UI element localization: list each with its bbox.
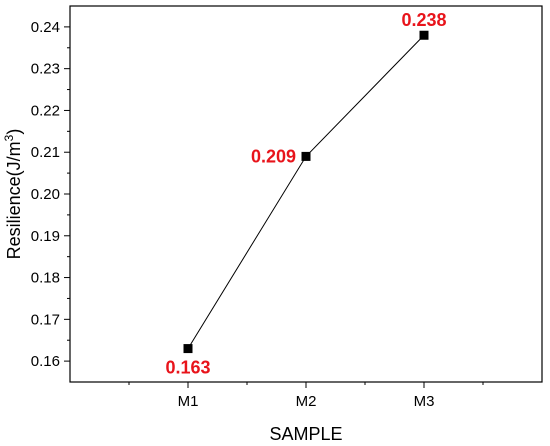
series-markers (183, 30, 429, 354)
y-tick-label: 0.16 (31, 353, 60, 370)
series-line (187, 34, 425, 349)
data-label: 0.209 (251, 146, 296, 166)
data-point (183, 344, 193, 354)
y-tick-label: 0.23 (31, 61, 60, 78)
data-label: 0.163 (165, 358, 210, 378)
data-point (301, 151, 311, 161)
y-axis-title-close: ) (4, 129, 24, 135)
y-tick-label: 0.22 (31, 102, 60, 119)
y-axis: 0.16 0.17 0.18 0.19 0.20 0.21 0.22 0.23 0.24 (31, 19, 70, 370)
data-labels: 0.163 0.209 0.238 (165, 10, 446, 377)
y-axis-title: Resilience(J/m3) (2, 129, 24, 260)
x-axis-title: SAMPLE (269, 424, 342, 444)
x-axis: M1 M2 M3 (128, 382, 484, 410)
data-point (419, 30, 429, 40)
data-label: 0.238 (401, 10, 446, 30)
y-tick-label: 0.18 (31, 270, 60, 287)
x-tick-label: M3 (414, 393, 435, 410)
y-tick-label: 0.20 (31, 186, 60, 203)
y-tick-label: 0.17 (31, 311, 60, 328)
x-tick-label: M2 (296, 393, 317, 410)
x-tick-label: M1 (178, 393, 199, 410)
plot-frame (69, 5, 543, 383)
y-axis-title-superscript: 3 (2, 134, 16, 141)
y-tick-label: 0.24 (31, 19, 60, 36)
y-tick-label: 0.19 (31, 228, 60, 245)
y-tick-label: 0.21 (31, 144, 60, 161)
y-axis-title-main: Resilience(J/m (4, 141, 24, 259)
